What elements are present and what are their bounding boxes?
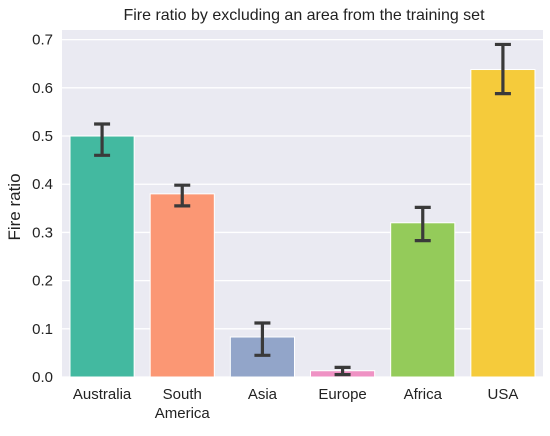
x-tick-label: Africa (404, 386, 443, 403)
x-tick-label: Australia (73, 386, 132, 403)
bar-usa (470, 69, 536, 378)
y-tick-label: 0.1 (32, 321, 53, 338)
x-tick-label-line: Europe (318, 386, 366, 403)
error-bar (414, 205, 431, 243)
x-tick-label: USA (487, 386, 518, 403)
x-tick-label: South America (155, 386, 211, 422)
x-tick-label-line: Africa (404, 386, 443, 403)
chart-title: Fire ratio by excluding an area from the… (123, 7, 485, 24)
x-tick-label: Europe (318, 386, 366, 403)
y-tick-label: 0.0 (32, 369, 53, 386)
bar-australia (69, 135, 135, 378)
error-bar (254, 321, 271, 357)
error-bar (94, 122, 111, 157)
x-tick-label: Asia (248, 386, 278, 403)
y-tick-label: 0.3 (32, 224, 53, 241)
x-tick-label-line: Australia (73, 386, 132, 403)
error-bar (174, 183, 191, 208)
grid-layer (62, 38, 543, 378)
y-tick-label: 0.5 (32, 128, 53, 145)
x-tick-label-line: South (163, 386, 202, 403)
y-axis-label: Fire ratio (5, 173, 24, 240)
y-tick-label: 0.7 (32, 32, 53, 49)
bar-africa (390, 222, 456, 378)
x-tick-label-line: USA (487, 386, 518, 403)
bar-layer (69, 69, 536, 378)
y-tick-layer: 0.0 0.1 0.2 0.3 0.4 0.5 0.6 0.7 (32, 32, 53, 386)
x-tick-layer: Australia South America Asia Europe Africa USA (73, 386, 518, 422)
y-tick-label: 0.6 (32, 80, 53, 97)
error-bar-layer (94, 42, 511, 377)
x-tick-label-line: Asia (248, 386, 278, 403)
error-bar (494, 42, 511, 96)
y-tick-label: 0.4 (32, 176, 53, 193)
y-tick-label: 0.2 (32, 273, 53, 290)
error-bar (334, 365, 351, 377)
x-tick-label-line: America (155, 405, 211, 422)
bar-south-america (149, 193, 215, 378)
